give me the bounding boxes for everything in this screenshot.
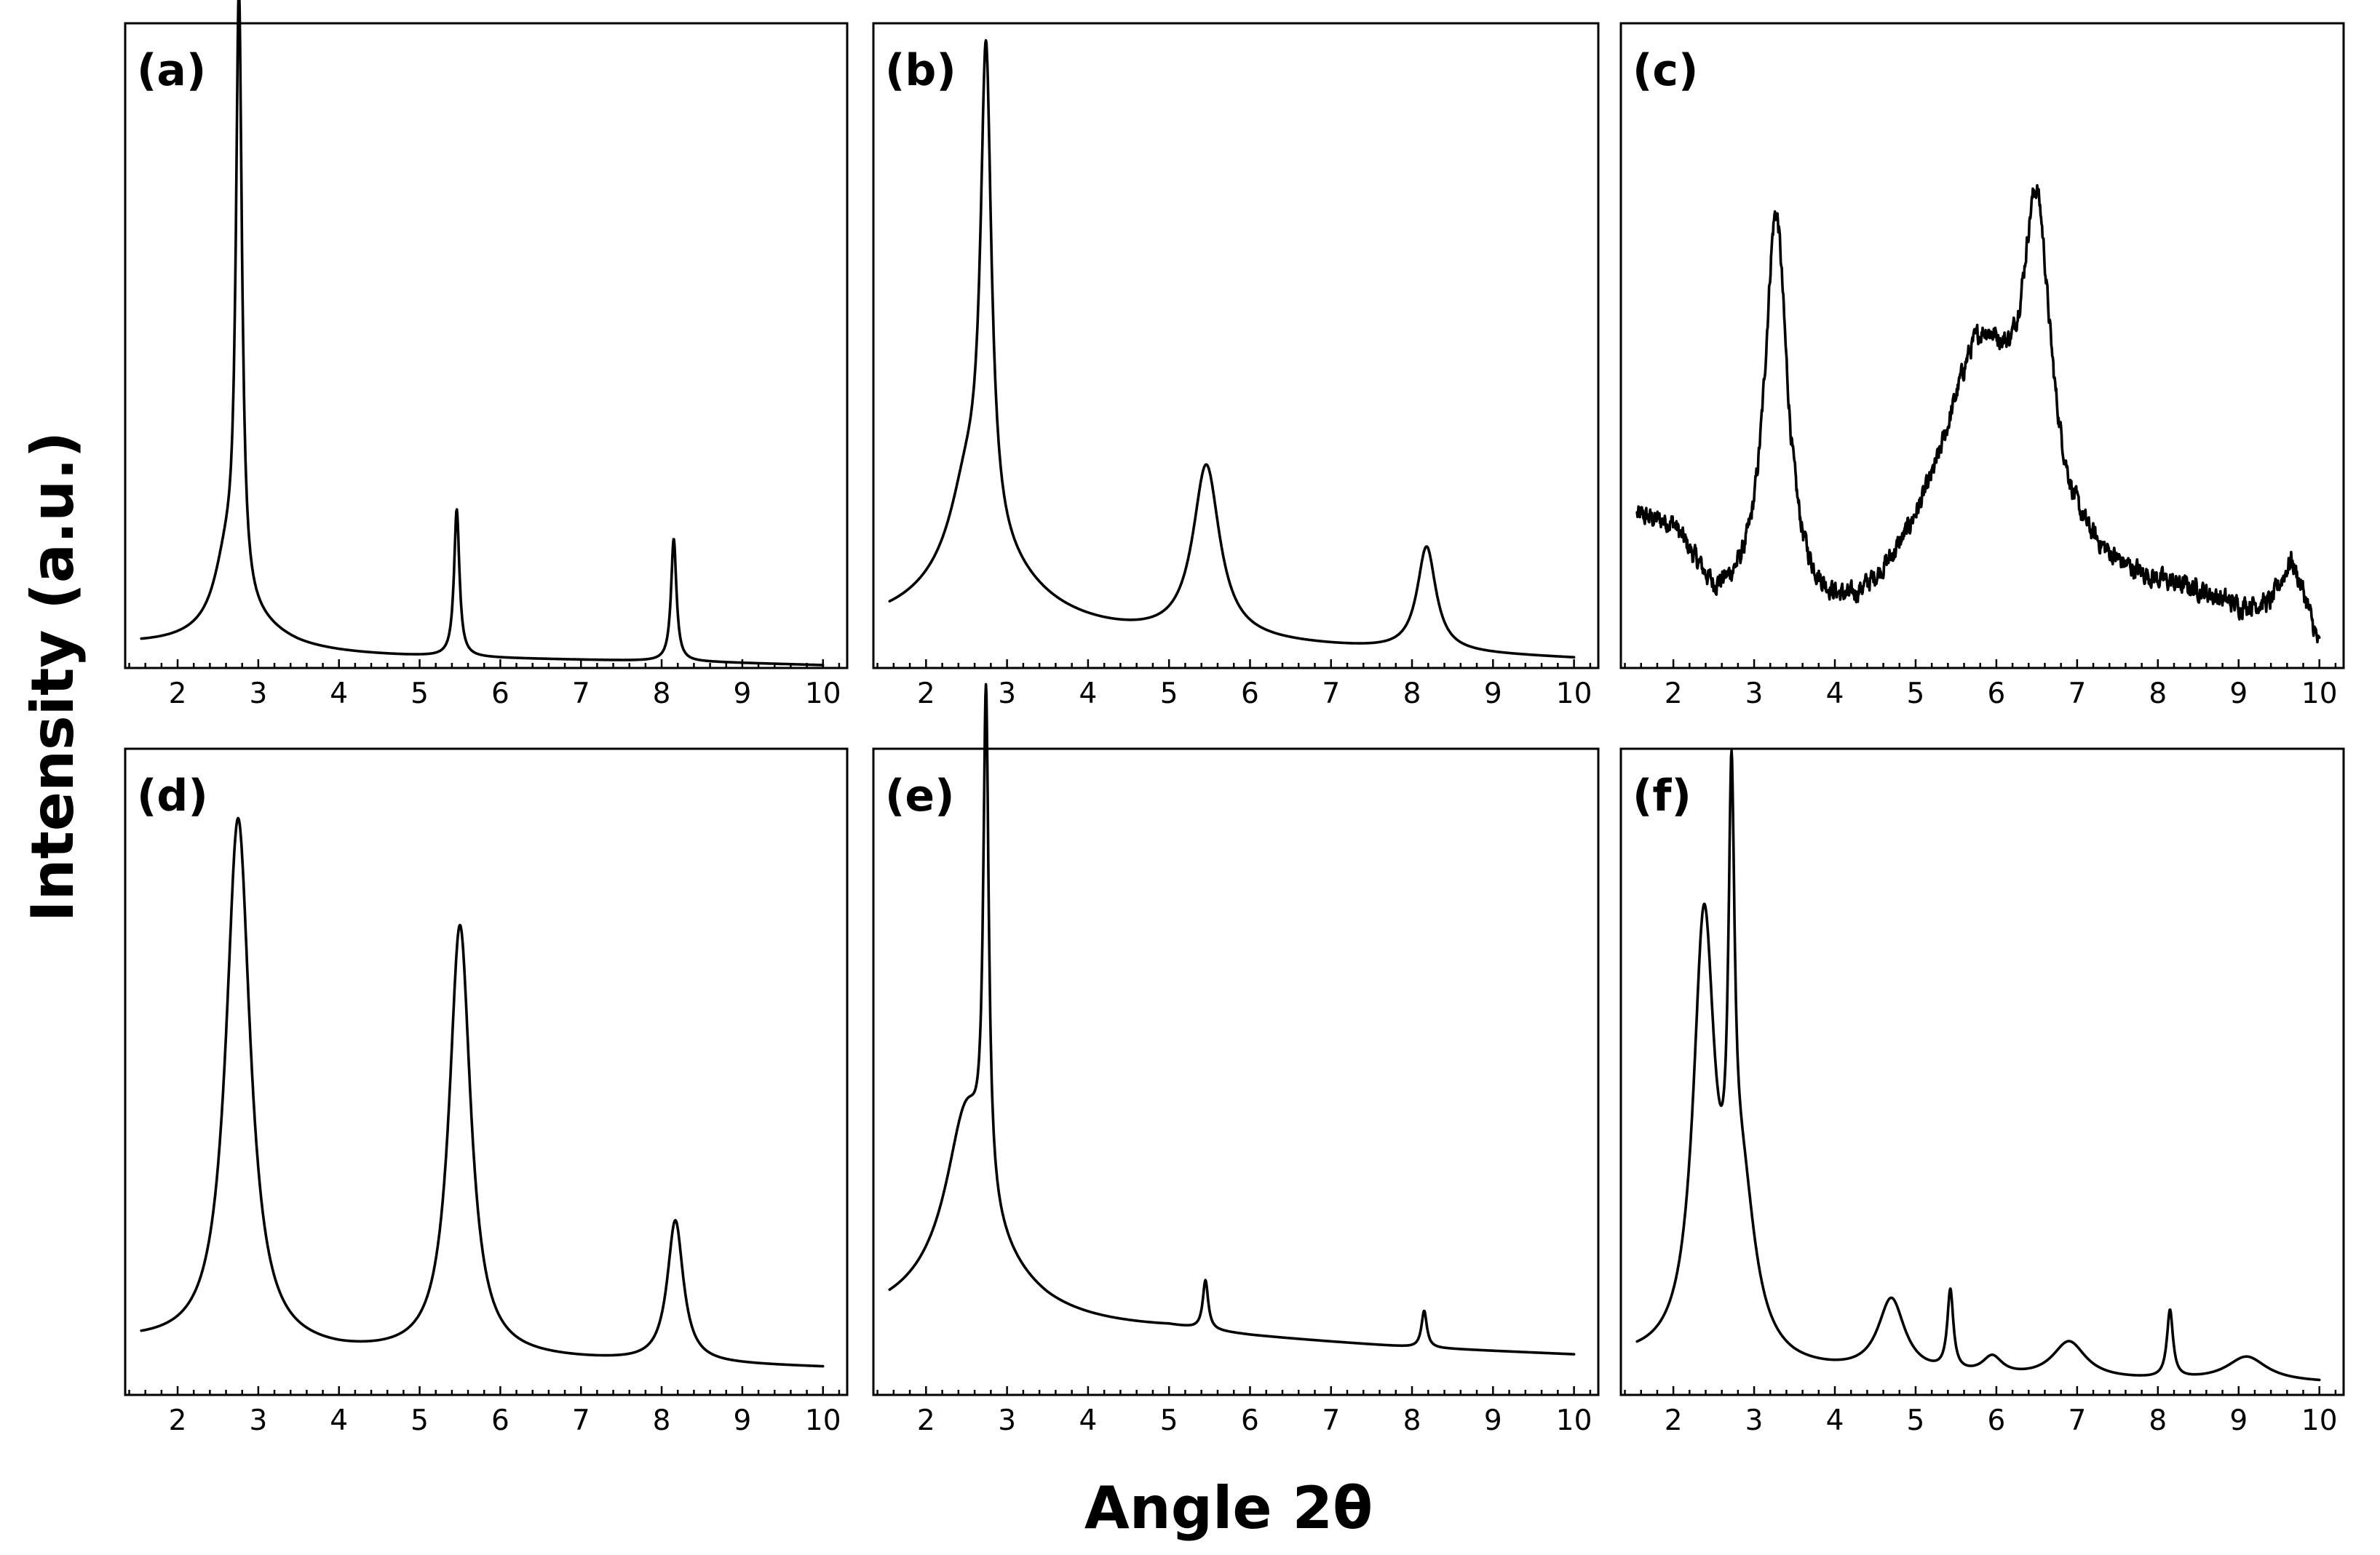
x-tick-label: 9 [1484,677,1502,710]
x-tick-label: 4 [1826,677,1844,710]
panel-label: (c) [1633,45,1698,96]
x-tick-label: 3 [1745,677,1764,710]
x-tick-label: 6 [491,677,509,710]
x-tick-label: 4 [1079,677,1097,710]
x-tick-label: 4 [330,677,348,710]
xrd-trace [140,0,825,667]
x-tick-label: 9 [733,677,751,710]
x-tick-label: 2 [917,1404,935,1437]
x-tick-label: 3 [998,1404,1016,1437]
x-tick-label: 2 [169,1404,187,1437]
plot-frame [1619,747,2345,1396]
x-tick-label: 6 [491,1404,509,1437]
x-tick-label: 10 [2301,677,2338,710]
x-tick-label: 7 [1322,1404,1340,1437]
x-tick-label: 9 [2229,1404,2248,1437]
x-tick-label: 7 [1322,677,1340,710]
x-tick-label: 4 [330,1404,348,1437]
x-tick-label: 10 [805,1404,841,1437]
x-tick-label: 5 [410,677,429,710]
x-tick-label: 2 [169,677,187,710]
x-tick-label: 8 [2149,677,2167,710]
plot-frame [124,22,849,669]
x-tick-label: 10 [2301,1404,2338,1437]
x-tick-label: 8 [2149,1404,2167,1437]
plot-frame [872,22,1600,669]
chart-panel-a: 2 3 4 5 6 7 8 9 10 (a) [124,0,849,710]
panel-label: (e) [885,771,955,822]
chart-panel-f: 2 3 4 5 6 7 8 9 10 (f) [1619,747,2345,1437]
x-tick-label: 9 [2229,677,2248,710]
x-tick-label: 9 [1484,1404,1502,1437]
chart-panel-b: 2 3 4 5 6 7 8 9 10 (b) [872,22,1600,710]
x-tick-label: 3 [249,1404,267,1437]
x-tick-label: 6 [1241,677,1259,710]
x-tick-label: 6 [1241,1404,1259,1437]
chart-panel-e: 2 3 4 5 6 7 8 9 10 (e) [872,683,1600,1437]
x-tick-label: 8 [653,677,671,710]
x-tick-label: 3 [249,677,267,710]
x-tick-label: 5 [1907,677,1925,710]
xrd-trace [888,683,1576,1356]
x-axis-title: Angle 2θ [1084,1474,1373,1542]
x-tick-label: 7 [572,677,590,710]
panel-grid: 2 3 4 5 6 7 8 9 10(a)2 3 4 5 6 7 8 9 10(b)2 3 4 5 6 7 8 9 10(c)2… [124,0,2345,1437]
x-tick-label: 5 [1907,1404,1925,1437]
panel-label: (f) [1633,771,1691,822]
x-tick-label: 10 [1556,1404,1592,1437]
x-tick-label: 9 [733,1404,751,1437]
chart-panel-d: 2 3 4 5 6 7 8 9 10 (d) [124,747,849,1437]
x-tick-label: 2 [1665,1404,1683,1437]
xrd-trace [1635,184,2321,644]
x-tick-label: 7 [2068,1404,2086,1437]
xrd-trace [888,39,1576,659]
x-tick-label: 7 [572,1404,590,1437]
plot-frame [124,747,849,1396]
x-tick-label: 6 [1988,1404,2006,1437]
x-tick-label: 2 [1665,677,1683,710]
xrd-trace [1635,749,2321,1382]
x-tick-label: 8 [653,1404,671,1437]
panel-label: (a) [137,45,206,96]
panel-label: (b) [885,45,956,96]
x-tick-label: 2 [917,677,935,710]
x-tick-label: 4 [1826,1404,1844,1437]
x-tick-label: 5 [1160,677,1178,710]
x-tick-label: 8 [1403,677,1421,710]
x-tick-label: 5 [1160,1404,1178,1437]
plot-frame [872,747,1600,1396]
xrd-trace [140,816,825,1368]
y-axis-title: Intensity (a.u.) [19,431,87,922]
x-tick-label: 3 [998,677,1016,710]
x-tick-label: 6 [1988,677,2006,710]
x-tick-label: 7 [2068,677,2086,710]
x-tick-label: 4 [1079,1404,1097,1437]
x-tick-label: 3 [1745,1404,1764,1437]
x-tick-label: 10 [1556,677,1592,710]
panel-label: (d) [137,771,208,822]
x-tick-label: 5 [410,1404,429,1437]
plot-frame [1619,22,2345,669]
chart-panel-c: 2 3 4 5 6 7 8 9 10 (c) [1619,22,2345,710]
x-tick-label: 10 [805,677,841,710]
x-tick-label: 8 [1403,1404,1421,1437]
